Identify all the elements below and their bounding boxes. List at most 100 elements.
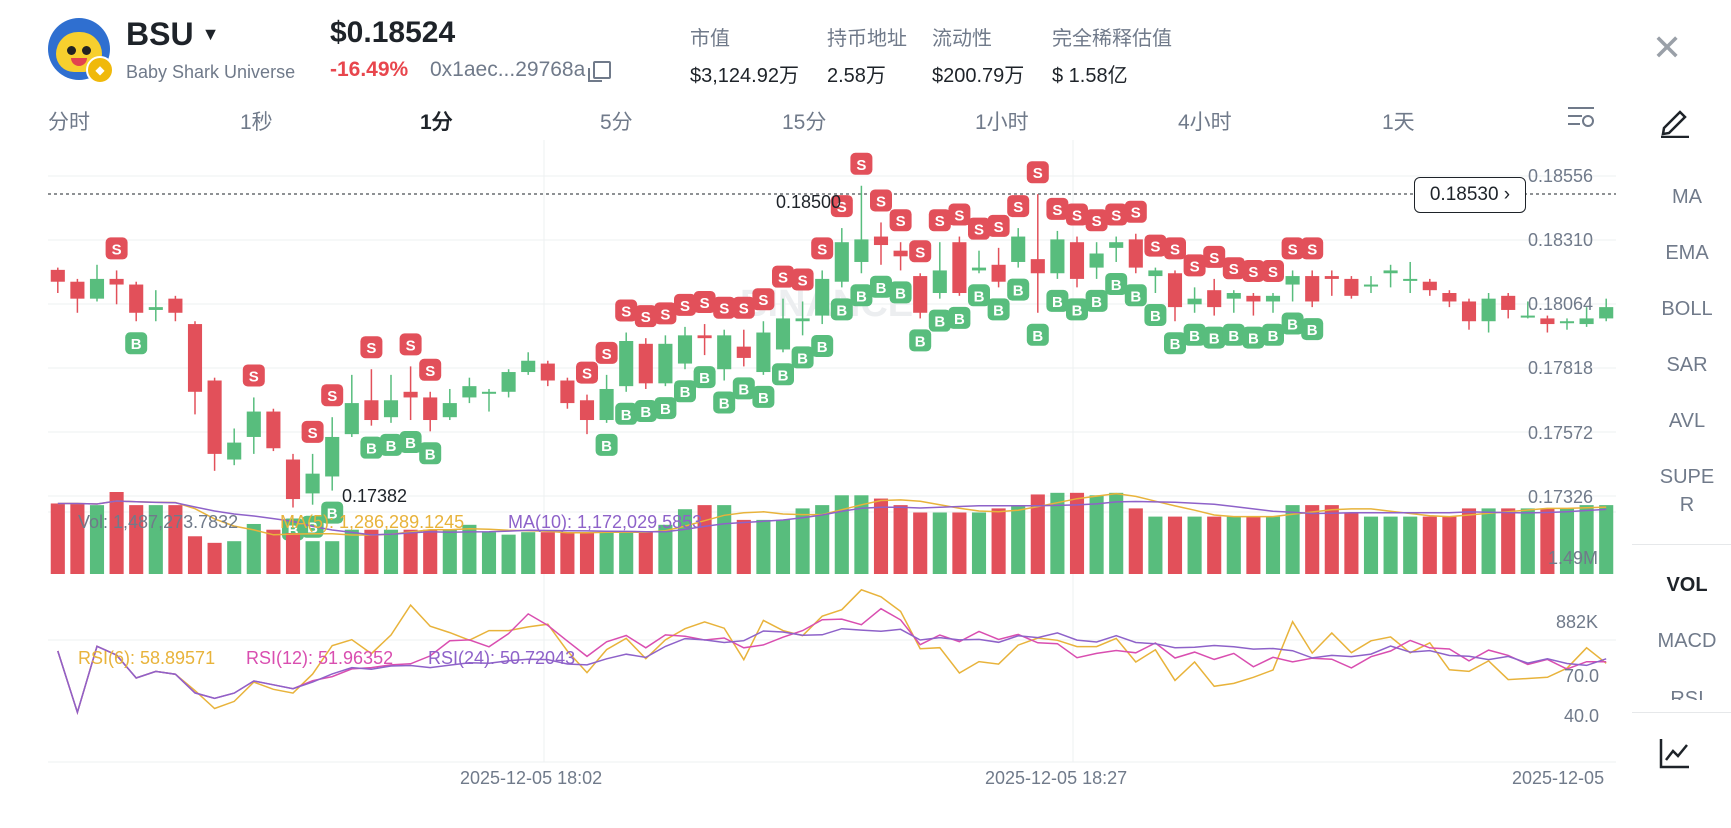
rsi-tick: 40.0	[1564, 706, 1600, 726]
buy-marker	[928, 309, 951, 332]
tab-5m[interactable]: 5分	[600, 111, 633, 134]
sell-marker-text: S	[1033, 165, 1043, 182]
chart-type-icon[interactable]	[1658, 736, 1692, 770]
sell-marker-text: S	[406, 337, 416, 354]
indicator-macd[interactable]: MACD	[1657, 630, 1717, 652]
candle-body	[1226, 293, 1241, 299]
sell-marker-text: S	[1170, 241, 1180, 258]
volume-bar	[1285, 505, 1300, 574]
candle-body	[1324, 276, 1339, 279]
buy-marker	[1105, 272, 1128, 295]
tab-1d[interactable]: 1天	[1382, 111, 1415, 134]
volume-bar	[971, 512, 987, 574]
volume-bar	[736, 519, 751, 574]
volume-bar	[1089, 495, 1104, 574]
sell-marker	[576, 361, 598, 384]
tab-15m[interactable]: 15分	[782, 111, 827, 134]
candle-body	[1109, 242, 1124, 248]
indicator-super-r[interactable]: R	[1679, 494, 1695, 516]
buy-marker-text: B	[876, 280, 887, 297]
current-price-tag[interactable]: 0.18530 ›	[1414, 177, 1526, 213]
buy-marker-text: B	[1228, 328, 1239, 345]
volume-bar	[1481, 508, 1496, 574]
contract-address[interactable]: 0x1aec...29768a	[430, 58, 612, 82]
volume-bar	[129, 505, 144, 574]
y-tick: 0.18310	[1528, 230, 1594, 250]
sell-marker	[1026, 161, 1049, 184]
caret-down-icon: ▼	[201, 24, 220, 44]
chain-badge-icon: ◆	[86, 56, 114, 84]
volume-bar	[1265, 516, 1281, 574]
candle-body	[873, 236, 889, 246]
close-icon[interactable]: ✕	[1652, 27, 1683, 68]
volume-bar	[285, 533, 301, 574]
buy-marker	[419, 442, 442, 465]
sell-marker	[1281, 237, 1304, 260]
price-chart[interactable]: BINANCESSSSSSSSSSSSSSSSSSSSSSSSSSSSSSSSS…	[0, 140, 1620, 780]
candle-body	[129, 284, 144, 313]
candle-body	[1128, 239, 1143, 268]
volume-bar	[266, 529, 281, 574]
buy-marker	[380, 433, 402, 456]
tab-1h[interactable]: 1小时	[975, 111, 1029, 134]
vol-tick: 882K	[1556, 612, 1599, 632]
candle-body	[1461, 301, 1477, 322]
indicator-avl[interactable]: AVL	[1668, 410, 1706, 432]
buy-marker	[1144, 304, 1167, 327]
indicator-ma[interactable]: MA	[1672, 186, 1702, 208]
sell-marker	[1242, 260, 1265, 283]
volume-bar	[854, 495, 869, 574]
sell-marker	[713, 296, 736, 319]
volume-bar	[1207, 516, 1222, 574]
x-date-label: 2025-12-05	[1512, 768, 1605, 788]
candle-body	[227, 442, 242, 460]
token-symbol-selector[interactable]: BSU ▼	[126, 16, 219, 53]
volume-bar	[1167, 516, 1183, 574]
indicator-vol[interactable]: VOL	[1666, 574, 1708, 596]
indicator-boll[interactable]: BOLL	[1661, 298, 1713, 320]
indicator-ema[interactable]: EMA	[1665, 242, 1709, 264]
candle-body	[1383, 270, 1398, 274]
buy-marker-text: B	[1209, 331, 1220, 348]
candle-body	[462, 386, 477, 398]
buy-marker	[713, 391, 736, 414]
indicator-super[interactable]: SUPE	[1659, 466, 1715, 488]
low-price-label: 0.17382	[342, 486, 408, 506]
candle-body	[1285, 276, 1300, 285]
sell-marker-text: S	[1150, 239, 1160, 256]
tab-timeshare[interactable]: 分时	[48, 111, 90, 134]
volume-bar	[1579, 505, 1594, 574]
sell-marker-text: S	[1131, 205, 1141, 222]
indicator-sar[interactable]: SAR	[1666, 354, 1708, 376]
candle-body	[1148, 270, 1163, 277]
vol-tick: 1.49M	[1548, 548, 1599, 568]
buy-marker	[752, 385, 775, 408]
candle-body	[442, 403, 457, 418]
current-price: $0.18524	[330, 16, 456, 49]
indicator-rsi[interactable]: RSI	[1670, 688, 1704, 700]
volume-bar	[1226, 516, 1241, 574]
copy-icon[interactable]	[588, 61, 612, 82]
buy-marker-text: B	[719, 396, 730, 413]
buy-marker	[811, 335, 834, 358]
buy-marker-text: B	[856, 288, 867, 305]
volume-bar	[540, 532, 555, 574]
buy-marker	[674, 380, 696, 403]
sell-marker-text: S	[641, 309, 651, 326]
buy-marker-text: B	[817, 339, 828, 356]
buy-marker	[634, 399, 657, 422]
candle-body	[1344, 278, 1359, 296]
x-date-label: 2025-12-05 18:02	[460, 768, 603, 788]
tab-1s[interactable]: 1秒	[240, 111, 273, 134]
candle-body	[403, 391, 418, 398]
draw-tool-icon[interactable]	[1658, 104, 1692, 138]
tab-1m[interactable]: 1分	[420, 111, 453, 134]
volume-bar	[1305, 505, 1320, 574]
buy-marker-text: B	[1091, 294, 1102, 311]
candle-body	[109, 278, 124, 285]
sell-marker	[595, 341, 618, 364]
stat-label: 流动性	[932, 28, 992, 50]
tab-4h[interactable]: 4小时	[1178, 111, 1232, 134]
stat-value: $200.79万	[932, 65, 1025, 87]
chart-settings-icon[interactable]	[1566, 104, 1596, 130]
